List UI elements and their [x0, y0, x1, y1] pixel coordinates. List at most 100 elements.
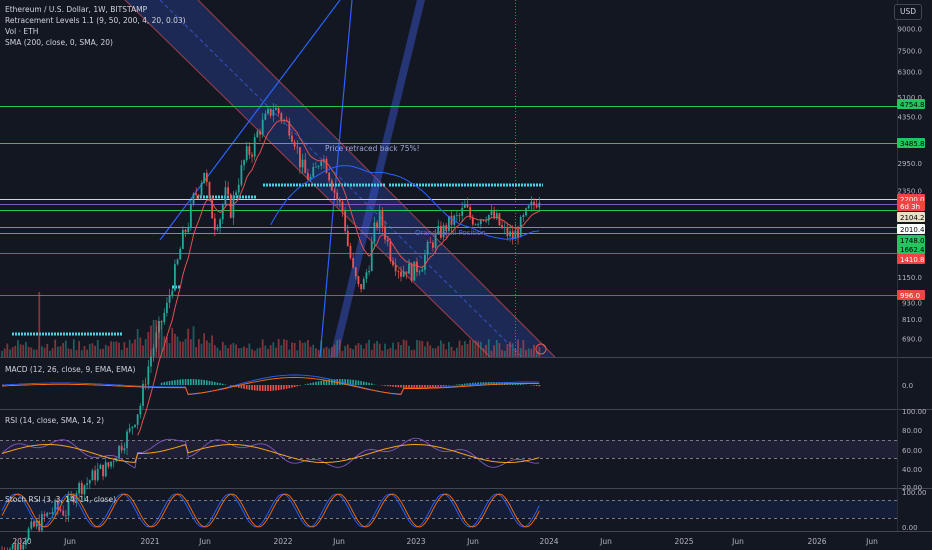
volume-bar — [134, 339, 136, 357]
legend-volume[interactable]: Vol · ETH — [5, 27, 39, 36]
volume-bar — [203, 333, 206, 357]
rsi-title[interactable]: RSI (14, close, SMA, 14, 2) — [5, 416, 105, 425]
volume-bar — [112, 341, 115, 357]
rsi-tick: 100.00 — [902, 408, 927, 416]
candle — [530, 201, 533, 206]
macd-bar — [472, 382, 474, 385]
volume-bar — [240, 348, 243, 357]
macd-bar — [190, 379, 192, 385]
macd-bar — [256, 385, 259, 391]
volume-bar — [6, 343, 9, 357]
volume-bar — [72, 339, 75, 357]
price-tick: 2950.0 — [898, 160, 923, 168]
volume-bar — [479, 341, 482, 357]
macd-bar — [421, 385, 424, 388]
volume-bar — [75, 350, 78, 357]
legend-retracement[interactable]: Retracement Levels 1.1 (9, 50, 200, 4, 2… — [5, 16, 186, 25]
candle — [126, 431, 128, 449]
candle — [224, 187, 227, 205]
macd-bar — [174, 380, 176, 385]
volume-bar — [245, 347, 248, 357]
macd-bar — [219, 383, 221, 385]
candle — [195, 193, 198, 196]
macd-bar — [480, 382, 482, 385]
time-tick: Jun — [332, 537, 345, 546]
macd-bar — [179, 379, 182, 385]
macd-bar — [221, 383, 224, 385]
candle — [14, 544, 17, 550]
macd-bar — [166, 381, 168, 385]
candle — [131, 426, 134, 429]
candle — [418, 271, 421, 273]
legend-sma[interactable]: SMA (200, close, 0, SMA, 20) — [5, 38, 113, 47]
candle — [277, 108, 280, 114]
candle — [466, 204, 469, 208]
alert-icon[interactable] — [535, 343, 547, 355]
volume-bar — [147, 332, 150, 357]
candle — [259, 131, 261, 135]
candle — [293, 141, 296, 147]
candle — [213, 218, 216, 230]
volume-bar — [525, 350, 527, 357]
macd-bar — [469, 383, 471, 385]
price-tag-label: 6d 3h — [900, 203, 920, 211]
candle — [317, 165, 320, 167]
macd-bar — [408, 385, 410, 388]
candle — [341, 201, 344, 212]
volume-bar — [17, 340, 19, 357]
rsi-tick: 60.00 — [902, 447, 922, 455]
volume-bar — [522, 340, 525, 357]
volume-bar — [11, 347, 14, 357]
candle — [461, 207, 464, 216]
volume-bar — [362, 348, 365, 357]
candle — [296, 146, 299, 148]
volume-bar — [333, 344, 336, 357]
candle — [243, 160, 245, 166]
volume-bar — [477, 341, 480, 357]
candle — [120, 445, 123, 451]
candle — [525, 208, 527, 216]
candle — [384, 226, 386, 240]
candle — [514, 230, 517, 240]
volume-bar — [94, 345, 96, 357]
currency-button[interactable]: USD — [894, 4, 922, 20]
candle — [227, 187, 229, 195]
candle — [256, 131, 259, 138]
volume-bar — [259, 347, 261, 357]
candle — [33, 521, 35, 527]
macd-bar — [339, 379, 341, 385]
stoch-title[interactable]: Stoch RSI (3, 3, 14, 14, close) — [5, 495, 116, 504]
volume-bar — [498, 343, 501, 357]
candle — [362, 278, 365, 290]
macd-bar — [514, 383, 517, 385]
volume-bar — [120, 349, 123, 357]
macd-bar — [198, 379, 200, 385]
volume-bar — [248, 343, 251, 357]
macd-title[interactable]: MACD (12, 26, close, 9, EMA, EMA) — [5, 365, 136, 374]
time-tick: 2023 — [406, 537, 425, 546]
price-tag — [897, 224, 925, 234]
volume-bar — [59, 346, 62, 357]
macd-bar — [187, 379, 189, 385]
macd-bar — [448, 385, 450, 386]
macd-bar — [426, 385, 429, 388]
volume-bar — [275, 347, 277, 357]
stoch-k-line — [1, 493, 540, 528]
volume-bar — [445, 349, 448, 357]
macd-bar — [307, 383, 309, 385]
volume-bar — [46, 343, 49, 357]
macd-bar — [458, 384, 461, 385]
macd-bar — [328, 379, 330, 385]
candle — [27, 528, 30, 541]
candle — [440, 226, 442, 238]
candle — [498, 213, 501, 226]
candle — [299, 147, 301, 168]
symbol-title[interactable]: Ethereum / U.S. Dollar, 1W, BITSTAMP — [5, 5, 148, 14]
macd-bar — [400, 385, 402, 388]
macd-bar — [325, 379, 328, 385]
volume-bar — [205, 340, 208, 357]
price-tag-label: 4754.8 — [900, 101, 925, 109]
volume-bar — [514, 348, 517, 357]
volume-bar — [107, 346, 110, 357]
